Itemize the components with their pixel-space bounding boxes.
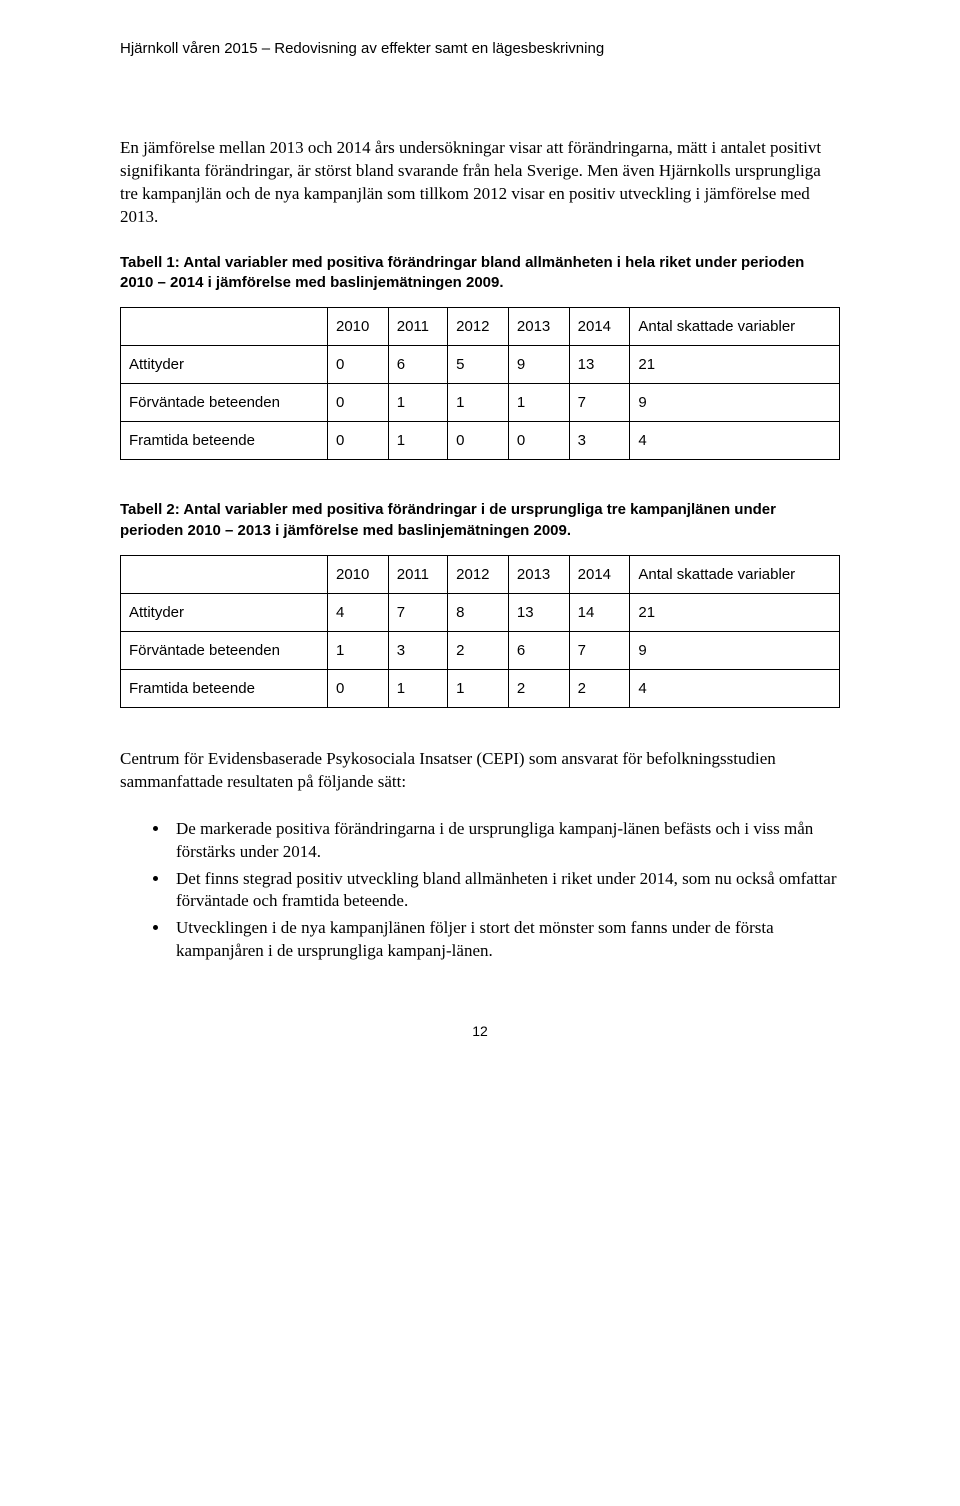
cell: 2 (569, 669, 630, 707)
cell: 8 (448, 593, 509, 631)
table-row: Framtida beteende 0 1 1 2 2 4 (121, 669, 840, 707)
row-label: Förväntade beteenden (121, 384, 328, 422)
table-header-row: 2010 2011 2012 2013 2014 Antal skattade … (121, 308, 840, 346)
cell: 2 (508, 669, 569, 707)
body-paragraph-1: En jämförelse mellan 2013 och 2014 års u… (120, 137, 840, 229)
cell: 9 (630, 384, 840, 422)
table-header-row: 2010 2011 2012 2013 2014 Antal skattade … (121, 555, 840, 593)
table-1-caption: Tabell 1: Antal variabler med positiva f… (120, 253, 840, 294)
table-2: 2010 2011 2012 2013 2014 Antal skattade … (120, 555, 840, 708)
row-label: Attityder (121, 593, 328, 631)
cell: 1 (388, 384, 447, 422)
col-header: 2014 (569, 308, 630, 346)
table-row: Förväntade beteenden 1 3 2 6 7 9 (121, 631, 840, 669)
cell: 7 (388, 593, 447, 631)
cell: 0 (328, 422, 389, 460)
col-header: 2010 (328, 308, 389, 346)
cell: 1 (388, 422, 447, 460)
col-header: Antal skattade variabler (630, 555, 840, 593)
cell: 21 (630, 593, 840, 631)
cell: 13 (508, 593, 569, 631)
cell: 1 (508, 384, 569, 422)
col-header: 2012 (448, 308, 509, 346)
page-number: 12 (120, 1023, 840, 1039)
cell: 0 (508, 422, 569, 460)
cell: 7 (569, 631, 630, 669)
col-header: 2011 (388, 555, 447, 593)
cell: 5 (448, 346, 509, 384)
col-header: 2012 (448, 555, 509, 593)
cell: 0 (448, 422, 509, 460)
bullet-list: De markerade positiva förändringarna i d… (120, 818, 840, 964)
table-2-caption: Tabell 2: Antal variabler med positiva f… (120, 500, 840, 541)
cell: 7 (569, 384, 630, 422)
cell: 1 (448, 669, 509, 707)
body-paragraph-2: Centrum för Evidensbaserade Psykosociala… (120, 748, 840, 794)
row-label: Framtida beteende (121, 422, 328, 460)
list-item: De markerade positiva förändringarna i d… (170, 818, 840, 864)
document-page: Hjärnkoll våren 2015 – Redovisning av ef… (0, 0, 960, 1079)
row-label: Framtida beteende (121, 669, 328, 707)
cell: 6 (508, 631, 569, 669)
cell: 21 (630, 346, 840, 384)
row-label: Förväntade beteenden (121, 631, 328, 669)
table-row: Attityder 4 7 8 13 14 21 (121, 593, 840, 631)
table-corner-cell (121, 308, 328, 346)
cell: 0 (328, 384, 389, 422)
col-header: 2013 (508, 308, 569, 346)
cell: 9 (630, 631, 840, 669)
cell: 1 (328, 631, 389, 669)
list-item: Det finns stegrad positiv utveckling bla… (170, 868, 840, 914)
table-row: Framtida beteende 0 1 0 0 3 4 (121, 422, 840, 460)
cell: 2 (448, 631, 509, 669)
col-header: Antal skattade variabler (630, 308, 840, 346)
col-header: 2014 (569, 555, 630, 593)
cell: 13 (569, 346, 630, 384)
col-header: 2011 (388, 308, 447, 346)
col-header: 2010 (328, 555, 389, 593)
running-header: Hjärnkoll våren 2015 – Redovisning av ef… (120, 40, 840, 57)
cell: 3 (388, 631, 447, 669)
cell: 0 (328, 669, 389, 707)
cell: 4 (630, 422, 840, 460)
list-item: Utvecklingen i de nya kampanjlänen följe… (170, 917, 840, 963)
row-label: Attityder (121, 346, 328, 384)
cell: 0 (328, 346, 389, 384)
cell: 6 (388, 346, 447, 384)
cell: 14 (569, 593, 630, 631)
table-row: Attityder 0 6 5 9 13 21 (121, 346, 840, 384)
table-1: 2010 2011 2012 2013 2014 Antal skattade … (120, 307, 840, 460)
cell: 1 (388, 669, 447, 707)
cell: 9 (508, 346, 569, 384)
cell: 1 (448, 384, 509, 422)
table-corner-cell (121, 555, 328, 593)
table-row: Förväntade beteenden 0 1 1 1 7 9 (121, 384, 840, 422)
col-header: 2013 (508, 555, 569, 593)
cell: 4 (328, 593, 389, 631)
cell: 3 (569, 422, 630, 460)
cell: 4 (630, 669, 840, 707)
